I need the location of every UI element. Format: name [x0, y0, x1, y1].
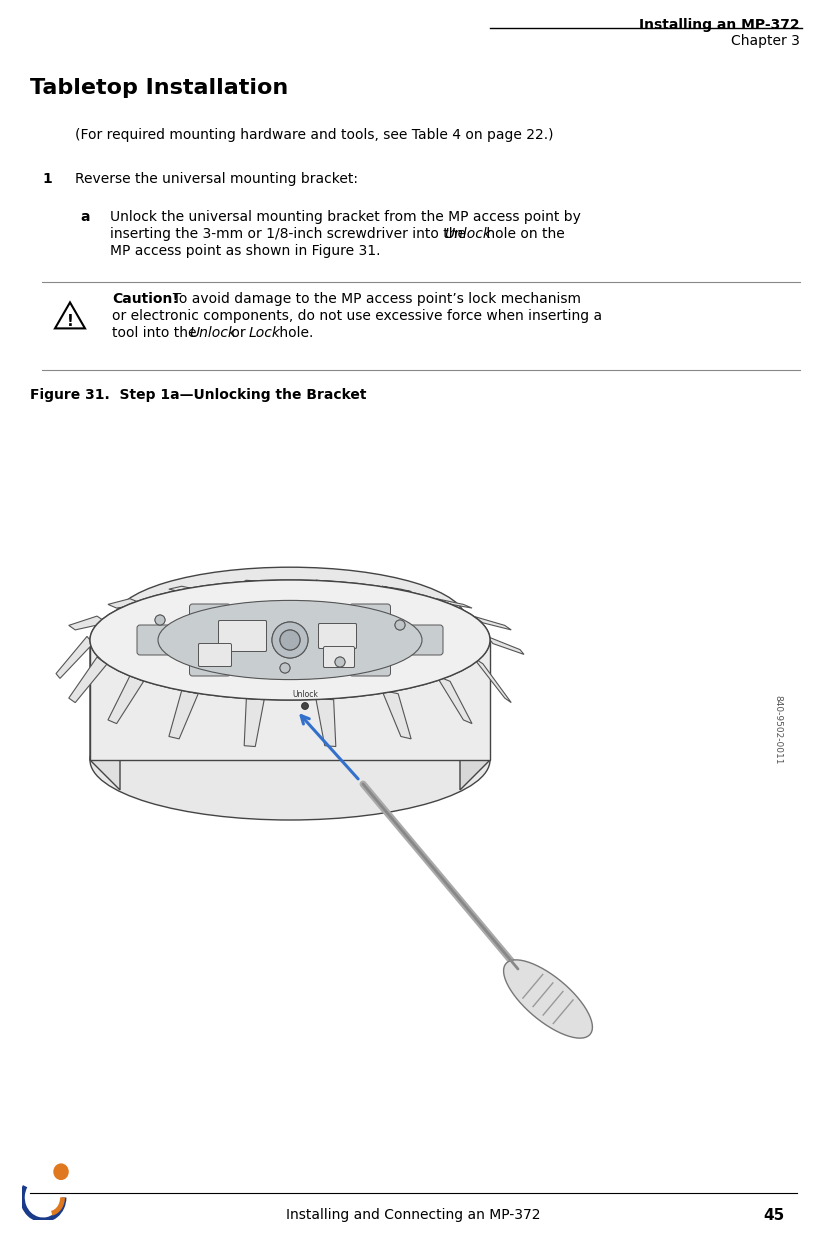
Polygon shape	[382, 690, 411, 739]
Ellipse shape	[90, 580, 490, 700]
Polygon shape	[316, 698, 336, 747]
FancyBboxPatch shape	[198, 644, 232, 666]
FancyArrowPatch shape	[301, 716, 358, 779]
Circle shape	[395, 620, 405, 630]
Polygon shape	[487, 637, 524, 654]
Ellipse shape	[158, 601, 422, 680]
FancyBboxPatch shape	[318, 623, 356, 649]
FancyBboxPatch shape	[137, 625, 443, 655]
Text: Tabletop Installation: Tabletop Installation	[30, 78, 289, 98]
Text: To avoid damage to the MP access point’s lock mechanism: To avoid damage to the MP access point’s…	[164, 292, 581, 307]
Polygon shape	[504, 960, 592, 1038]
Text: Reverse the universal mounting bracket:: Reverse the universal mounting bracket:	[75, 172, 358, 185]
Polygon shape	[244, 698, 264, 747]
Text: MP access point as shown in Figure 31.: MP access point as shown in Figure 31.	[110, 243, 380, 258]
Circle shape	[53, 1163, 69, 1180]
Polygon shape	[460, 640, 490, 790]
Text: Figure 31.  Step 1a—Unlocking the Bracket: Figure 31. Step 1a—Unlocking the Bracket	[30, 388, 366, 402]
Ellipse shape	[90, 580, 490, 700]
Polygon shape	[90, 640, 120, 790]
Polygon shape	[169, 690, 198, 739]
Polygon shape	[114, 620, 466, 640]
FancyBboxPatch shape	[218, 620, 266, 651]
FancyBboxPatch shape	[323, 646, 355, 667]
FancyBboxPatch shape	[189, 604, 231, 676]
Text: Unlock: Unlock	[189, 326, 236, 340]
Circle shape	[280, 630, 300, 650]
Ellipse shape	[90, 700, 490, 819]
Circle shape	[335, 658, 345, 667]
Text: tool into the: tool into the	[112, 326, 201, 340]
Polygon shape	[56, 637, 93, 679]
Circle shape	[335, 658, 345, 667]
Text: hole on the: hole on the	[482, 227, 565, 241]
Text: !: !	[66, 314, 74, 329]
FancyBboxPatch shape	[218, 620, 266, 651]
Text: Lock: Lock	[249, 326, 281, 340]
Text: Caution!: Caution!	[112, 292, 179, 307]
FancyBboxPatch shape	[318, 623, 356, 649]
Circle shape	[395, 620, 405, 630]
Polygon shape	[473, 616, 511, 630]
Text: Installing an MP-372: Installing an MP-372	[639, 19, 800, 32]
Text: Unlock: Unlock	[292, 690, 318, 700]
Circle shape	[280, 662, 290, 672]
Polygon shape	[169, 586, 198, 592]
Ellipse shape	[114, 567, 466, 672]
Polygon shape	[69, 658, 108, 702]
Text: Installing and Connecting an MP-372: Installing and Connecting an MP-372	[286, 1208, 540, 1222]
Text: a: a	[80, 210, 89, 224]
Text: (For required mounting hardware and tools, see Table 4 on page 22.): (For required mounting hardware and tool…	[75, 129, 553, 142]
Circle shape	[280, 662, 290, 672]
Text: hole.: hole.	[275, 326, 313, 340]
Polygon shape	[437, 676, 472, 723]
Polygon shape	[108, 676, 144, 723]
Text: 45: 45	[764, 1208, 785, 1222]
Text: 840-9502-0011: 840-9502-0011	[773, 695, 782, 765]
FancyBboxPatch shape	[198, 644, 232, 666]
Circle shape	[155, 616, 165, 625]
Circle shape	[280, 630, 300, 650]
Polygon shape	[437, 598, 472, 608]
Text: or: or	[227, 326, 250, 340]
Text: Chapter 3: Chapter 3	[731, 35, 800, 48]
Polygon shape	[244, 580, 264, 582]
Polygon shape	[382, 586, 411, 592]
Text: Unlock the universal mounting bracket from the MP access point by: Unlock the universal mounting bracket fr…	[110, 210, 581, 224]
Text: or electronic components, do not use excessive force when inserting a: or electronic components, do not use exc…	[112, 309, 602, 323]
Polygon shape	[69, 616, 108, 630]
Text: Unlock: Unlock	[444, 227, 491, 241]
Polygon shape	[473, 658, 511, 702]
Ellipse shape	[160, 601, 420, 679]
Circle shape	[272, 622, 308, 658]
Circle shape	[155, 616, 165, 625]
Circle shape	[302, 702, 308, 709]
Circle shape	[272, 622, 308, 658]
Polygon shape	[316, 580, 336, 582]
FancyBboxPatch shape	[350, 604, 390, 676]
Text: inserting the 3-mm or 1/8-inch screwdriver into the: inserting the 3-mm or 1/8-inch screwdriv…	[110, 227, 471, 241]
Polygon shape	[90, 640, 490, 760]
Text: 1: 1	[42, 172, 52, 185]
Polygon shape	[108, 598, 144, 608]
FancyBboxPatch shape	[323, 646, 355, 667]
